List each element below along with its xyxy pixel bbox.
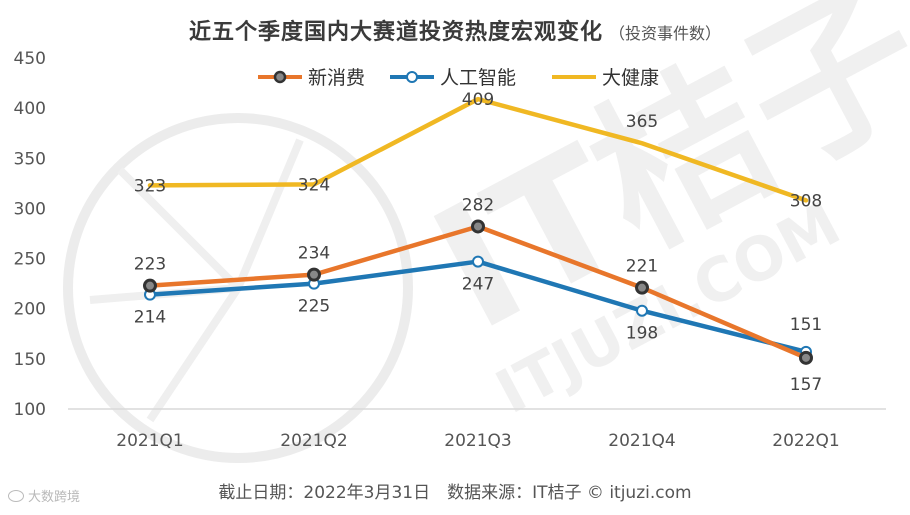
chart-title-row: 近五个季度国内大赛道投资热度宏观变化 （投资事件数）: [0, 14, 910, 46]
data-point: [799, 350, 813, 365]
corner-watermark: 大数跨境: [8, 486, 80, 505]
y-tick-label: 250: [14, 250, 46, 270]
axes: 100 150 200 250 300 350 400 450 2021Q1 2021Q2 2021…: [14, 49, 886, 451]
legend-marker: [273, 70, 287, 84]
data-label: 157: [790, 375, 822, 395]
y-tick-label: 450: [14, 49, 46, 69]
data-label: 214: [134, 308, 166, 328]
watermark-icon: [8, 490, 24, 502]
y-tick-label: 400: [14, 99, 46, 119]
x-tick-label: 2021Q1: [116, 431, 183, 451]
legend-label: 新消费: [308, 67, 365, 89]
data-point: [472, 255, 484, 268]
legend: 新消费 人工智能 大健康: [258, 67, 659, 89]
chart-footer: 截止日期：2022年3月31日 数据来源：IT桔子 © itjuzi.com: [218, 483, 692, 503]
legend-label: 人工智能: [440, 67, 516, 89]
series-line: [147, 96, 809, 203]
legend-marker: [406, 71, 418, 83]
data-label: 247: [462, 275, 494, 295]
data-label: 223: [134, 255, 166, 275]
watermark-text: 大数跨境: [28, 490, 81, 505]
x-tick-label: 2021Q4: [608, 431, 675, 451]
series-lines: [143, 96, 813, 365]
data-point: [636, 304, 648, 317]
data-label: 324: [298, 175, 330, 195]
data-point: [635, 280, 649, 295]
y-tick-label: 200: [14, 300, 46, 320]
data-label: 409: [462, 90, 494, 110]
x-tick-label: 2022Q1: [772, 431, 839, 451]
data-label: 282: [462, 195, 494, 215]
data-label: 323: [134, 176, 166, 196]
data-label: 225: [298, 297, 330, 317]
y-tick-label: 350: [14, 149, 46, 169]
data-labels: 223 234 282 221 151 214 225 247 198 157 323 324 409 3…: [134, 90, 822, 395]
legend-label: 大健康: [602, 67, 659, 89]
chart-subtitle: （投资事件数）: [609, 24, 722, 43]
data-label: 308: [790, 191, 822, 211]
chart-title: 近五个季度国内大赛道投资热度宏观变化: [188, 20, 603, 45]
data-point: [143, 278, 157, 293]
y-tick-label: 150: [14, 350, 46, 370]
data-label: 221: [626, 257, 658, 277]
data-label: 198: [626, 324, 658, 344]
data-point: [471, 219, 485, 234]
y-tick-label: 100: [14, 400, 46, 420]
data-label: 151: [790, 315, 822, 335]
data-point: [307, 267, 321, 282]
data-label: 234: [298, 244, 330, 264]
x-tick-label: 2021Q2: [280, 431, 347, 451]
watermark-rays: [89, 138, 304, 423]
y-tick-label: 300: [14, 199, 46, 219]
x-tick-label: 2021Q3: [444, 431, 511, 451]
watermark-circle: [63, 113, 413, 463]
data-label: 365: [626, 112, 658, 132]
